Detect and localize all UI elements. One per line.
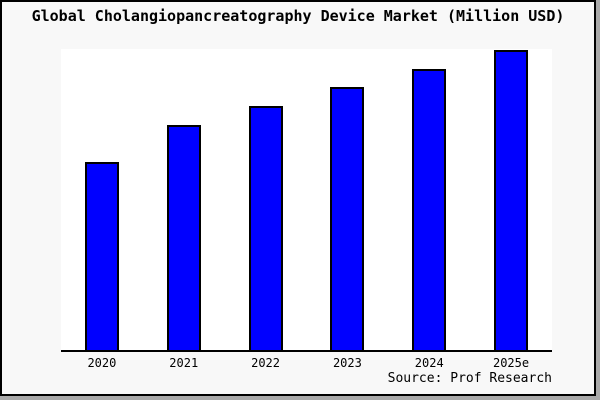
bar-2023 (330, 86, 365, 350)
x-tick-2024: 2024 (414, 356, 444, 370)
x-tick-2021: 2021 (169, 356, 199, 370)
bar-2021 (166, 124, 201, 350)
bar-2025e (494, 49, 529, 350)
x-tick-2023: 2023 (332, 356, 362, 370)
bars-container (61, 49, 552, 350)
plot-area (61, 49, 552, 352)
bar-2022 (248, 105, 283, 350)
x-tick-2022: 2022 (251, 356, 281, 370)
bar-2020 (84, 161, 119, 350)
chart-title: Global Cholangiopancreatography Device M… (31, 7, 565, 25)
bar-2024 (412, 68, 447, 350)
x-axis-tick-labels: 2020 2021 2022 2023 2024 2025e (61, 356, 552, 370)
x-tick-2020: 2020 (87, 356, 117, 370)
x-tick-2025e: 2025e (492, 356, 530, 370)
source-credit: Source: Prof Research (387, 371, 552, 386)
